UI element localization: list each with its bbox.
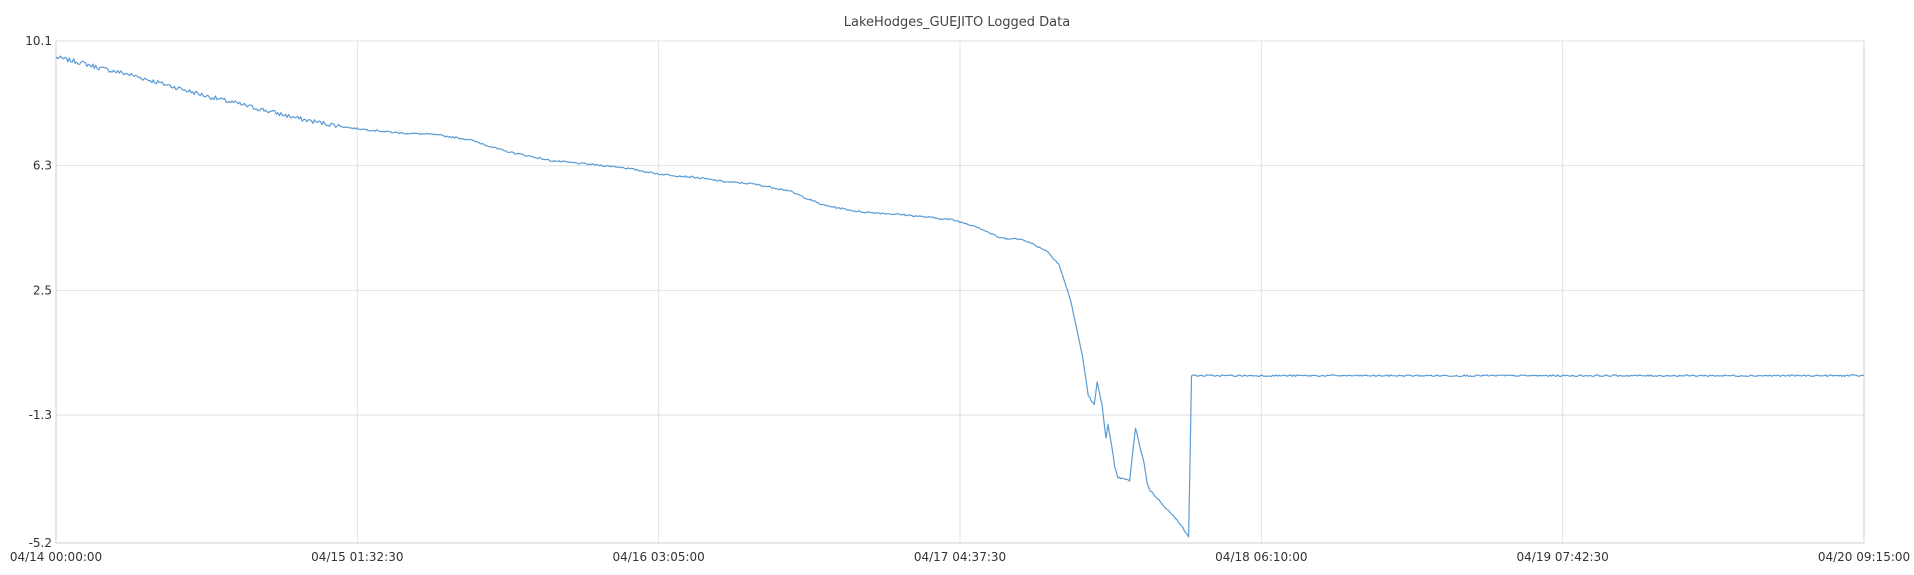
tick-labels: 04/14 00:00:00 04/15 01:32:30 04/16 03:05:… — [10, 34, 1910, 564]
y-tick-label: -1.3 — [29, 408, 52, 422]
grid — [56, 40, 1864, 544]
x-tick-label: 04/17 04:37:30 — [914, 550, 1006, 564]
axes — [55, 41, 1865, 544]
y-tick-label: 6.3 — [33, 159, 52, 173]
x-tick-label: 04/19 07:42:30 — [1517, 550, 1609, 564]
y-tick-label: 10.1 — [25, 34, 52, 48]
y-tick-label: 2.5 — [33, 283, 52, 297]
x-tick-label: 04/14 00:00:00 — [10, 550, 102, 564]
x-tick-label: 04/20 09:15:00 — [1818, 550, 1910, 564]
series — [55, 55, 1865, 538]
x-tick-label: 04/18 06:10:00 — [1215, 550, 1307, 564]
y-tick-label: -5.2 — [29, 536, 52, 550]
x-tick-label: 04/15 01:32:30 — [311, 550, 403, 564]
chart-title: LakeHodges_GUEJITO Logged Data — [844, 15, 1070, 30]
x-tick-label: 04/16 03:05:00 — [613, 550, 705, 564]
series-line-0 — [55, 55, 1865, 538]
